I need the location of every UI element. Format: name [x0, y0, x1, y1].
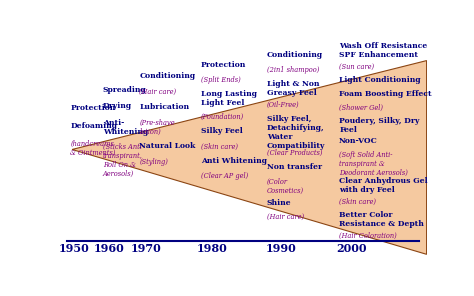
Text: 2000: 2000: [336, 243, 366, 254]
Text: Non-VOC: Non-VOC: [339, 137, 378, 145]
Text: (Skin care): (Skin care): [201, 142, 237, 150]
Text: Better Color
Resistance & Depth: Better Color Resistance & Depth: [339, 211, 424, 228]
Text: (Color
Cosmetics): (Color Cosmetics): [267, 178, 304, 194]
Text: 1990: 1990: [266, 243, 297, 254]
Text: Protection: Protection: [70, 104, 116, 112]
Text: (Hair Coloration): (Hair Coloration): [339, 231, 397, 239]
Text: (Skin care): (Skin care): [339, 198, 376, 206]
Text: Natural Look: Natural Look: [139, 142, 196, 150]
Text: Non transfer: Non transfer: [267, 163, 322, 171]
Text: 1960: 1960: [93, 243, 124, 254]
Text: (Hair care): (Hair care): [139, 88, 176, 96]
Text: Foam Boosting Effect: Foam Boosting Effect: [339, 90, 432, 98]
Text: (2in1 shampoo): (2in1 shampoo): [267, 66, 319, 74]
Text: Long Lasting
Light Feel: Long Lasting Light Feel: [201, 91, 257, 107]
Text: Spreading: Spreading: [102, 86, 146, 94]
Text: Silky Feel,
Detachifying,
Water
Compatibility: Silky Feel, Detachifying, Water Compatib…: [267, 115, 325, 149]
Text: (Clear AP gel): (Clear AP gel): [201, 172, 248, 180]
Text: Light & Non
Greasy Feel: Light & Non Greasy Feel: [267, 80, 319, 97]
Text: Protection: Protection: [201, 61, 246, 69]
Text: Conditioning: Conditioning: [267, 52, 323, 59]
Text: Poudery, Silky, Dry
Feel: Poudery, Silky, Dry Feel: [339, 117, 419, 134]
Text: (Clear Products): (Clear Products): [267, 149, 322, 157]
Text: Silky Feel: Silky Feel: [201, 128, 242, 136]
Text: Drying: Drying: [102, 102, 132, 110]
Text: (Styling): (Styling): [139, 158, 168, 166]
Text: (Sun care): (Sun care): [339, 62, 374, 70]
Text: 1980: 1980: [196, 243, 227, 254]
Text: (Hair care): (Hair care): [267, 213, 304, 221]
Text: (Foundation): (Foundation): [201, 112, 244, 120]
Text: Anti Whitening: Anti Whitening: [201, 157, 267, 165]
Text: (Soft Solid Anti-
transpirant &
Deodorant Aerosols): (Soft Solid Anti- transpirant & Deodoran…: [339, 151, 408, 177]
Text: Light Conditioning: Light Conditioning: [339, 76, 421, 84]
Text: (handcreams
& Ointments): (handcreams & Ointments): [70, 139, 116, 157]
Text: (Oil-Free): (Oil-Free): [267, 101, 300, 109]
Text: (Shower Gel): (Shower Gel): [339, 103, 383, 111]
Text: (Sticks Anti-
transpirant,
Roll On &
Aerosols): (Sticks Anti- transpirant, Roll On & Aer…: [102, 143, 144, 178]
Polygon shape: [72, 61, 427, 254]
Text: Anti-
Whitening: Anti- Whitening: [102, 119, 148, 136]
Text: (Split Ends): (Split Ends): [201, 75, 240, 83]
Text: 1950: 1950: [59, 243, 89, 254]
Text: Wash Off Resistance
SPF Enhancement: Wash Off Resistance SPF Enhancement: [339, 42, 428, 59]
Text: Defoaming: Defoaming: [70, 122, 117, 130]
Text: (Pre-shave
lotion): (Pre-shave lotion): [139, 119, 175, 136]
Text: Lubrication: Lubrication: [139, 103, 190, 111]
Text: Clear Anhydrous Gel
with dry Feel: Clear Anhydrous Gel with dry Feel: [339, 178, 428, 194]
Text: Shine: Shine: [267, 199, 292, 207]
Text: 1970: 1970: [130, 243, 161, 254]
Text: Conditioning: Conditioning: [139, 72, 195, 80]
